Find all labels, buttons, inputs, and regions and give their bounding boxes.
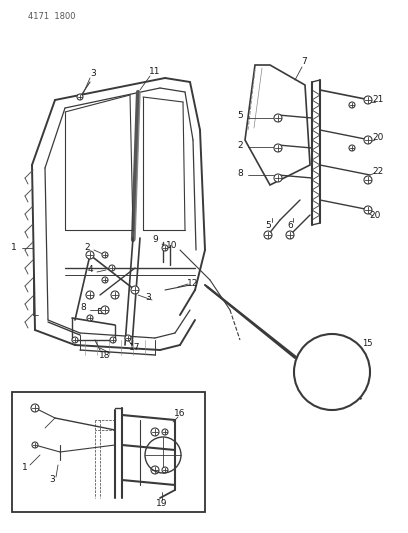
- Circle shape: [86, 291, 94, 299]
- Text: 10: 10: [166, 241, 178, 251]
- Text: 1: 1: [11, 244, 17, 253]
- Circle shape: [313, 367, 323, 377]
- Text: 17: 17: [129, 343, 141, 352]
- Text: 13: 13: [295, 364, 305, 373]
- Circle shape: [32, 442, 38, 448]
- Circle shape: [86, 251, 94, 259]
- Circle shape: [364, 206, 372, 214]
- Circle shape: [294, 334, 370, 410]
- Text: 3: 3: [49, 475, 55, 484]
- Circle shape: [162, 245, 168, 251]
- Circle shape: [131, 286, 139, 294]
- Circle shape: [343, 345, 353, 355]
- Circle shape: [101, 306, 109, 314]
- Text: 5: 5: [265, 221, 271, 230]
- Text: 3: 3: [90, 69, 96, 77]
- Text: 8: 8: [237, 169, 243, 179]
- Circle shape: [162, 429, 168, 435]
- Circle shape: [364, 136, 372, 144]
- Circle shape: [151, 428, 159, 436]
- Text: 4: 4: [87, 265, 93, 274]
- Circle shape: [274, 174, 282, 182]
- Circle shape: [286, 231, 294, 239]
- Circle shape: [72, 337, 78, 343]
- Text: 16: 16: [174, 408, 186, 417]
- Circle shape: [109, 265, 115, 271]
- Circle shape: [151, 466, 159, 474]
- Text: 14: 14: [352, 393, 362, 402]
- Circle shape: [274, 114, 282, 122]
- Circle shape: [349, 102, 355, 108]
- Circle shape: [110, 337, 116, 343]
- Text: 9: 9: [152, 236, 158, 245]
- Text: 4171  1800: 4171 1800: [28, 12, 75, 21]
- Text: 12: 12: [187, 279, 199, 287]
- Circle shape: [87, 315, 93, 321]
- Circle shape: [111, 291, 119, 299]
- Text: 20: 20: [373, 133, 384, 142]
- Text: 2: 2: [84, 243, 90, 252]
- Circle shape: [31, 404, 39, 412]
- Circle shape: [364, 176, 372, 184]
- Text: 20: 20: [369, 211, 381, 220]
- Text: 19: 19: [156, 498, 168, 507]
- Circle shape: [274, 144, 282, 152]
- Text: 22: 22: [373, 167, 384, 176]
- Text: 3: 3: [145, 294, 151, 303]
- Text: 7: 7: [301, 58, 307, 67]
- Text: 2: 2: [237, 141, 243, 149]
- Text: 21: 21: [373, 95, 384, 104]
- Circle shape: [264, 231, 272, 239]
- Circle shape: [364, 96, 372, 104]
- Text: 5: 5: [237, 111, 243, 120]
- Text: 18: 18: [99, 351, 111, 359]
- Text: 6: 6: [287, 221, 293, 230]
- Circle shape: [349, 145, 355, 151]
- Text: 11: 11: [149, 68, 161, 77]
- Circle shape: [336, 388, 344, 396]
- Circle shape: [162, 467, 168, 473]
- Text: 1: 1: [22, 464, 28, 472]
- Text: 8: 8: [80, 303, 86, 312]
- Circle shape: [102, 252, 108, 258]
- Circle shape: [102, 277, 108, 283]
- Circle shape: [77, 94, 83, 100]
- Circle shape: [125, 335, 131, 341]
- Text: 15: 15: [362, 340, 373, 349]
